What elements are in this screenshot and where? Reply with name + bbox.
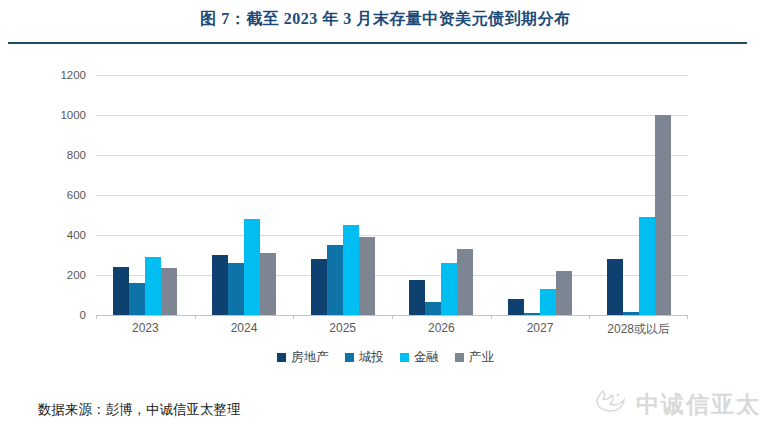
bar-房地产 bbox=[311, 259, 327, 315]
y-tick-label: 0 bbox=[0, 308, 86, 322]
y-tick-label: 1000 bbox=[0, 108, 86, 122]
x-tick-label: 2023 bbox=[96, 321, 195, 335]
x-tick-label: 2026 bbox=[392, 321, 491, 335]
legend-swatch bbox=[400, 353, 409, 362]
bar-产业 bbox=[457, 249, 473, 315]
bar-group bbox=[392, 75, 491, 315]
bar-城投 bbox=[228, 263, 244, 315]
bar-房地产 bbox=[212, 255, 228, 315]
bar-城投 bbox=[327, 245, 343, 315]
bar-产业 bbox=[359, 237, 375, 315]
watermark: 中诚信亚太 bbox=[593, 386, 761, 422]
bar-城投 bbox=[425, 302, 441, 315]
x-axis-tick bbox=[392, 315, 393, 319]
bar-group bbox=[491, 75, 590, 315]
x-axis-tick bbox=[96, 315, 97, 319]
x-tick-label: 2028或以后 bbox=[589, 321, 688, 338]
watermark-text: 中诚信亚太 bbox=[636, 389, 761, 420]
bar-产业 bbox=[655, 115, 671, 315]
bar-房地产 bbox=[409, 280, 425, 315]
title-divider bbox=[8, 42, 747, 44]
x-axis-labels: 202320242025202620272028或以后 bbox=[96, 321, 688, 337]
x-axis-tick bbox=[687, 315, 688, 319]
bar-group bbox=[589, 75, 688, 315]
bar-group bbox=[293, 75, 392, 315]
x-axis-tick bbox=[491, 315, 492, 319]
x-axis-tick bbox=[293, 315, 294, 319]
bar-城投 bbox=[129, 283, 145, 315]
bar-金融 bbox=[343, 225, 359, 315]
legend-label: 金融 bbox=[414, 349, 439, 366]
bar-group bbox=[195, 75, 294, 315]
y-tick-label: 400 bbox=[0, 228, 86, 242]
bar-房地产 bbox=[113, 267, 129, 315]
y-axis-labels: 020040060080010001200 bbox=[0, 75, 86, 315]
bar-产业 bbox=[260, 253, 276, 315]
legend-label: 房地产 bbox=[291, 349, 329, 366]
x-tick-label: 2024 bbox=[195, 321, 294, 335]
y-tick-label: 200 bbox=[0, 268, 86, 282]
legend-swatch bbox=[345, 353, 354, 362]
source-note: 数据来源：彭博，中诚信亚太整理 bbox=[38, 401, 241, 419]
legend-swatch bbox=[277, 353, 286, 362]
bar-产业 bbox=[161, 268, 177, 315]
bar-金融 bbox=[639, 217, 655, 315]
legend-swatch bbox=[455, 353, 464, 362]
bar-金融 bbox=[145, 257, 161, 315]
bar-金融 bbox=[244, 219, 260, 315]
legend-item-城投: 城投 bbox=[345, 349, 384, 366]
y-tick-label: 1200 bbox=[0, 68, 86, 82]
bar-金融 bbox=[441, 263, 457, 315]
legend-label: 产业 bbox=[469, 349, 494, 366]
bar-产业 bbox=[556, 271, 572, 315]
bar-城投 bbox=[623, 312, 639, 315]
x-tick-label: 2027 bbox=[491, 321, 590, 335]
bar-房地产 bbox=[607, 259, 623, 315]
figure-page: 图 7：截至 2023 年 3 月末存量中资美元债到期分布 0 200 400 600… bbox=[0, 0, 771, 442]
legend-item-金融: 金融 bbox=[400, 349, 439, 366]
x-tick-label: 2025 bbox=[293, 321, 392, 335]
plot-area bbox=[96, 75, 688, 315]
figure-title: 图 7：截至 2023 年 3 月末存量中资美元债到期分布 bbox=[0, 9, 771, 30]
y-tick-label: 600 bbox=[0, 188, 86, 202]
legend-label: 城投 bbox=[359, 349, 384, 366]
bar-group bbox=[96, 75, 195, 315]
company-logo-icon bbox=[593, 386, 629, 422]
x-axis-tick bbox=[589, 315, 590, 319]
bar-城投 bbox=[524, 313, 540, 315]
y-tick-label: 800 bbox=[0, 148, 86, 162]
legend: 房地产 城投 金融 产业 bbox=[0, 348, 771, 366]
legend-item-房地产: 房地产 bbox=[277, 349, 329, 366]
x-axis-tick bbox=[195, 315, 196, 319]
legend-item-产业: 产业 bbox=[455, 349, 494, 366]
bar-金融 bbox=[540, 289, 556, 315]
bar-房地产 bbox=[508, 299, 524, 315]
